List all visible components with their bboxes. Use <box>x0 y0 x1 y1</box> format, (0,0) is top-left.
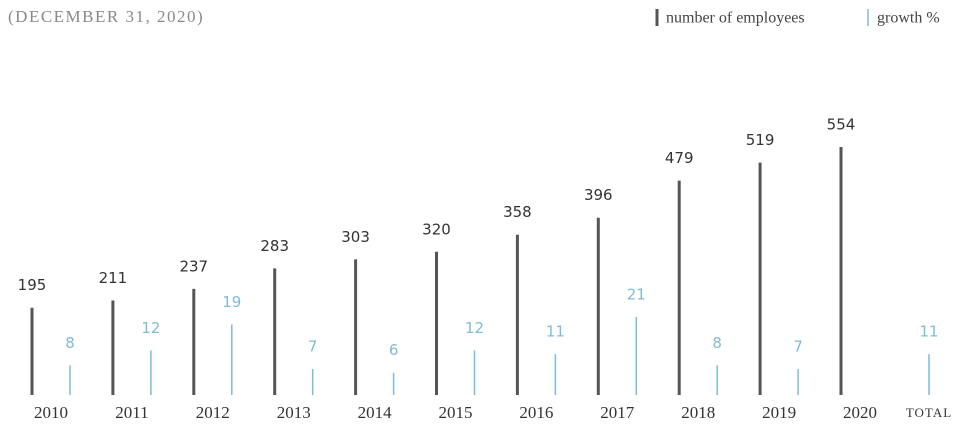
data-label: 303 <box>341 228 370 246</box>
data-label: 7 <box>308 338 318 356</box>
chart-title: (DECEMBER 31, 2020) <box>8 7 204 26</box>
data-label: 6 <box>389 341 399 359</box>
data-label: 195 <box>18 276 47 294</box>
data-label: 11 <box>919 323 938 341</box>
data-label: 8 <box>65 334 75 352</box>
x-tick-label: 2011 <box>115 403 148 422</box>
data-label: 19 <box>222 293 241 311</box>
x-tick-label: 2012 <box>196 403 230 422</box>
x-tick-label: 2020 <box>843 403 877 422</box>
data-label: 211 <box>99 269 128 287</box>
data-label: 283 <box>260 237 289 255</box>
data-label: 12 <box>141 319 160 337</box>
x-tick-label: 2013 <box>277 403 311 422</box>
x-tick-label: TOTAL <box>906 405 952 420</box>
x-tick-label: 2019 <box>762 403 796 422</box>
data-label: 12 <box>465 319 484 337</box>
legend-label: number of employees <box>666 10 805 27</box>
data-label: 479 <box>665 149 694 167</box>
x-tick-label: 2018 <box>681 403 715 422</box>
data-label: 8 <box>712 334 722 352</box>
x-tick-label: 2010 <box>34 403 68 422</box>
x-tick-label: 2016 <box>519 403 553 422</box>
data-label: 7 <box>793 338 803 356</box>
data-label: 320 <box>422 220 451 238</box>
x-tick-label: 2014 <box>358 403 393 422</box>
legend-label: growth % <box>877 10 940 27</box>
data-label: 358 <box>503 203 532 221</box>
data-label: 396 <box>584 186 613 204</box>
x-tick-label: 2015 <box>439 403 473 422</box>
data-label: 554 <box>827 116 856 134</box>
data-label: 519 <box>746 131 775 149</box>
data-label: 237 <box>179 257 208 275</box>
data-label: 11 <box>546 323 565 341</box>
x-tick-label: 2017 <box>600 403 635 422</box>
data-label: 21 <box>627 286 646 304</box>
